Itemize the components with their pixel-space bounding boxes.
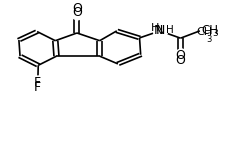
Text: O: O bbox=[72, 2, 82, 15]
Text: CH: CH bbox=[196, 27, 213, 37]
Text: O: O bbox=[72, 6, 82, 19]
Text: O: O bbox=[176, 49, 185, 61]
Text: H: H bbox=[166, 25, 174, 35]
Text: O: O bbox=[176, 54, 185, 67]
Text: 3: 3 bbox=[212, 29, 218, 38]
Text: H: H bbox=[151, 23, 160, 33]
Text: CH: CH bbox=[201, 24, 218, 37]
Text: F: F bbox=[34, 76, 41, 89]
Text: N: N bbox=[155, 24, 165, 37]
Text: 3: 3 bbox=[207, 35, 212, 44]
Text: F: F bbox=[34, 81, 41, 94]
Text: N: N bbox=[154, 24, 164, 37]
